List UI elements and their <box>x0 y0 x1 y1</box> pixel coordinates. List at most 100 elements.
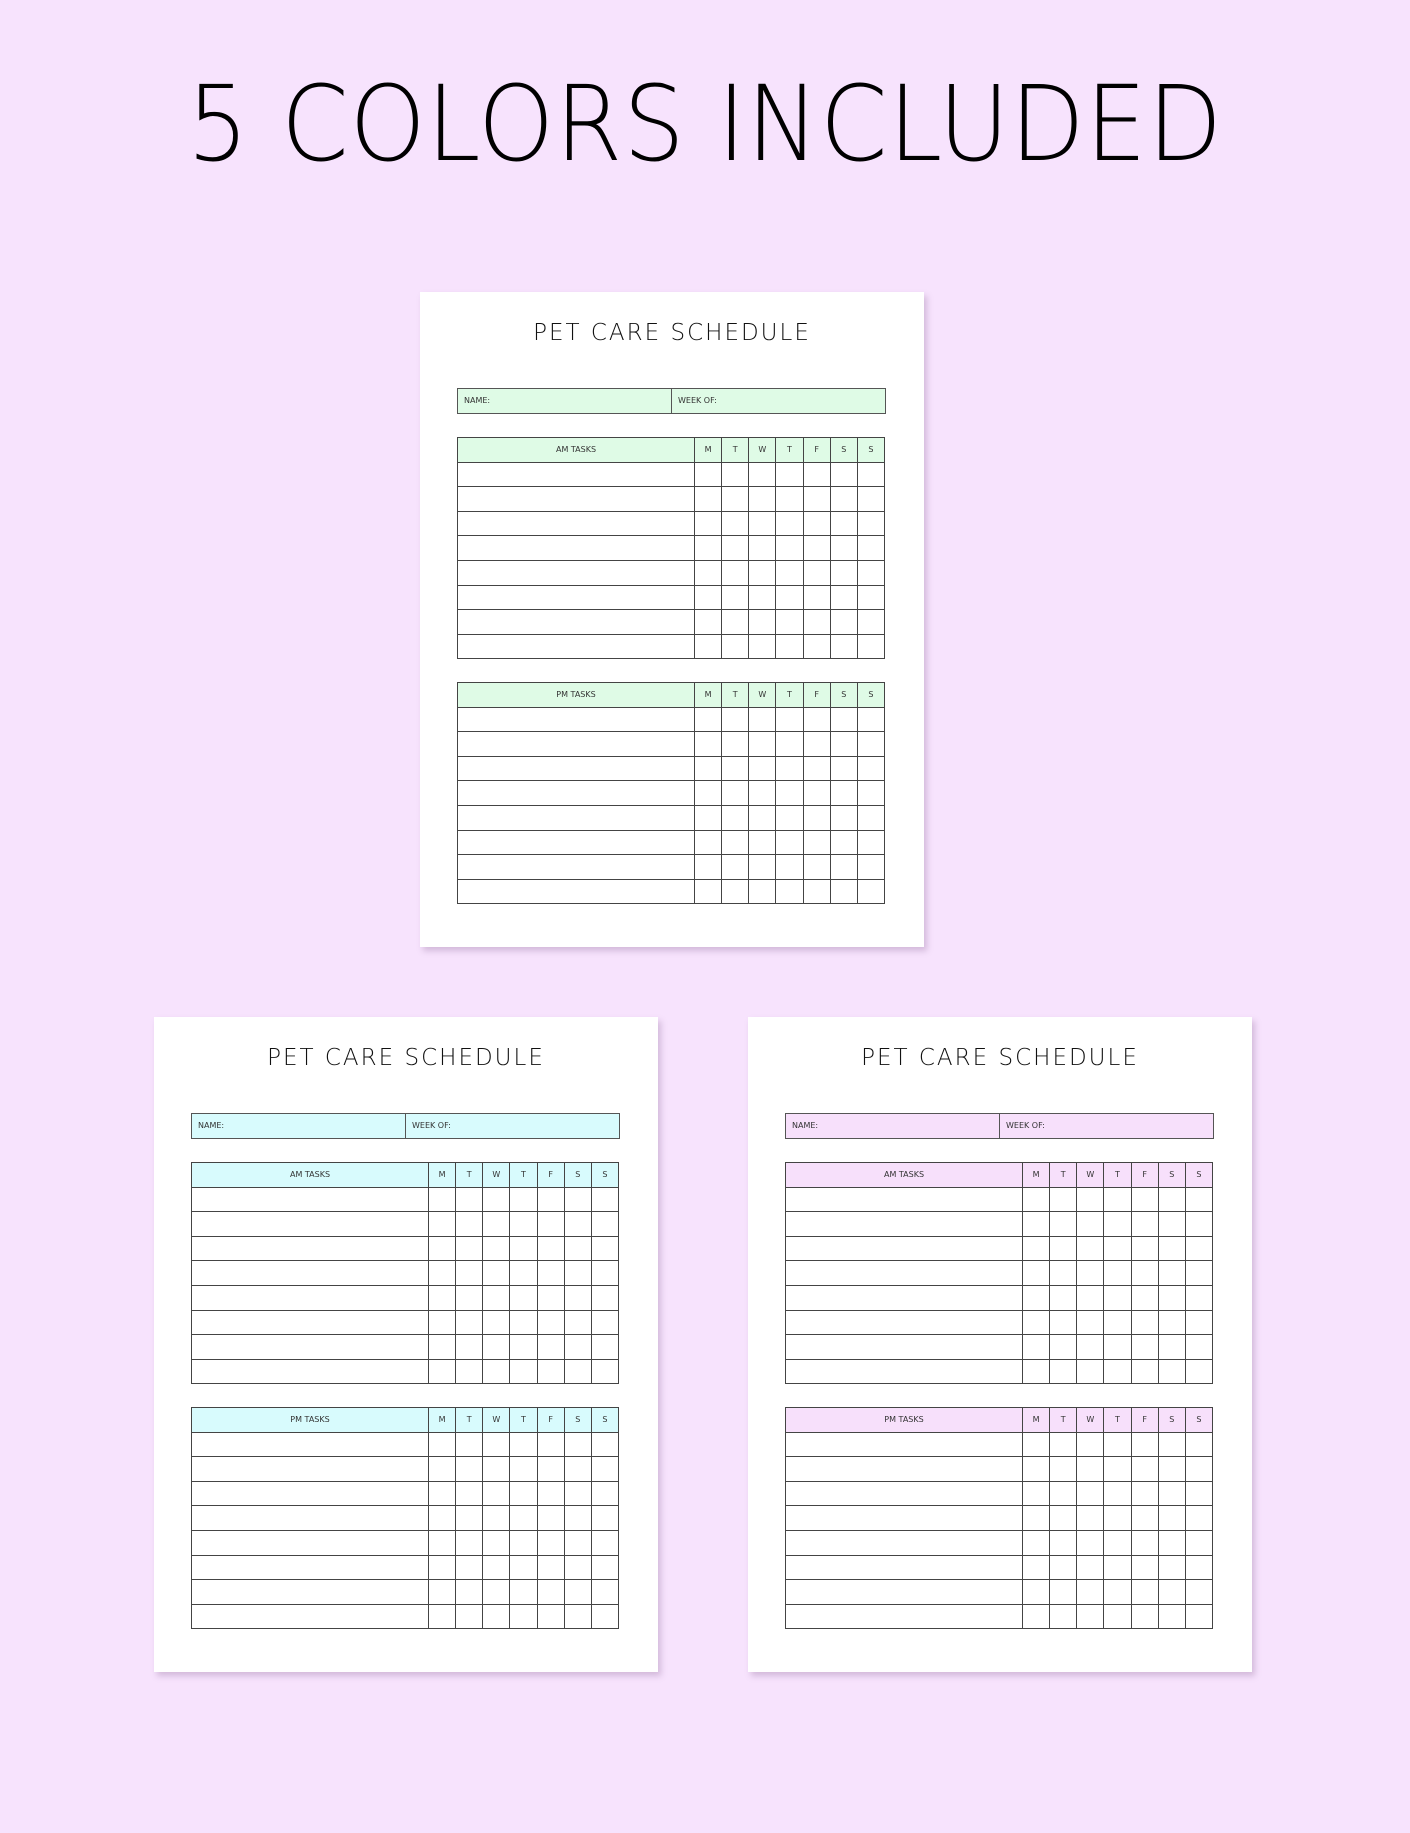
checkbox-cell[interactable] <box>482 1554 511 1581</box>
checkbox-cell[interactable] <box>693 878 723 905</box>
checkbox-cell[interactable] <box>1184 1211 1214 1237</box>
task-cell[interactable] <box>457 461 695 488</box>
checkbox-cell[interactable] <box>1157 1186 1186 1213</box>
checkbox-cell[interactable] <box>856 510 886 537</box>
checkbox-cell[interactable] <box>748 486 777 512</box>
name-field[interactable]: NAME: <box>792 1121 819 1130</box>
checkbox-cell[interactable] <box>1184 1284 1214 1311</box>
checkbox-cell[interactable] <box>721 780 750 806</box>
checkbox-cell[interactable] <box>1103 1431 1132 1458</box>
checkbox-cell[interactable] <box>721 486 750 512</box>
checkbox-cell[interactable] <box>802 804 831 831</box>
checkbox-cell[interactable] <box>1184 1554 1214 1581</box>
checkbox-cell[interactable] <box>509 1260 538 1286</box>
checkbox-cell[interactable] <box>509 1505 538 1531</box>
checkbox-cell[interactable] <box>1049 1284 1078 1311</box>
checkbox-cell[interactable] <box>1021 1431 1051 1458</box>
task-cell[interactable] <box>191 1211 429 1237</box>
checkbox-cell[interactable] <box>1130 1603 1159 1630</box>
checkbox-cell[interactable] <box>775 510 804 537</box>
checkbox-cell[interactable] <box>748 584 777 611</box>
checkbox-cell[interactable] <box>590 1431 620 1458</box>
checkbox-cell[interactable] <box>829 461 858 488</box>
checkbox-cell[interactable] <box>802 633 831 660</box>
checkbox-cell[interactable] <box>590 1505 620 1531</box>
checkbox-cell[interactable] <box>563 1431 592 1458</box>
checkbox-cell[interactable] <box>1076 1505 1105 1531</box>
task-cell[interactable] <box>191 1334 429 1360</box>
checkbox-cell[interactable] <box>693 780 723 806</box>
checkbox-cell[interactable] <box>802 461 831 488</box>
checkbox-cell[interactable] <box>1184 1431 1214 1458</box>
checkbox-cell[interactable] <box>1049 1529 1078 1556</box>
checkbox-cell[interactable] <box>693 633 723 660</box>
checkbox-cell[interactable] <box>748 609 777 635</box>
checkbox-cell[interactable] <box>455 1235 484 1262</box>
checkbox-cell[interactable] <box>509 1186 538 1213</box>
checkbox-cell[interactable] <box>455 1211 484 1237</box>
checkbox-cell[interactable] <box>693 731 723 757</box>
checkbox-cell[interactable] <box>455 1358 484 1385</box>
checkbox-cell[interactable] <box>1157 1579 1186 1605</box>
checkbox-cell[interactable] <box>427 1456 457 1482</box>
checkbox-cell[interactable] <box>1049 1186 1078 1213</box>
checkbox-cell[interactable] <box>1130 1579 1159 1605</box>
checkbox-cell[interactable] <box>563 1186 592 1213</box>
task-cell[interactable] <box>785 1235 1023 1262</box>
checkbox-cell[interactable] <box>748 878 777 905</box>
checkbox-cell[interactable] <box>482 1358 511 1385</box>
checkbox-cell[interactable] <box>590 1284 620 1311</box>
checkbox-cell[interactable] <box>455 1554 484 1581</box>
checkbox-cell[interactable] <box>563 1480 592 1507</box>
checkbox-cell[interactable] <box>536 1579 565 1605</box>
checkbox-cell[interactable] <box>856 829 886 856</box>
checkbox-cell[interactable] <box>1076 1431 1105 1458</box>
task-cell[interactable] <box>457 829 695 856</box>
checkbox-cell[interactable] <box>1157 1211 1186 1237</box>
checkbox-cell[interactable] <box>1076 1456 1105 1482</box>
checkbox-cell[interactable] <box>721 755 750 782</box>
checkbox-cell[interactable] <box>455 1334 484 1360</box>
checkbox-cell[interactable] <box>536 1456 565 1482</box>
checkbox-cell[interactable] <box>536 1554 565 1581</box>
checkbox-cell[interactable] <box>1076 1260 1105 1286</box>
checkbox-cell[interactable] <box>1049 1603 1078 1630</box>
task-cell[interactable] <box>785 1284 1023 1311</box>
checkbox-cell[interactable] <box>1076 1309 1105 1336</box>
checkbox-cell[interactable] <box>802 706 831 733</box>
checkbox-cell[interactable] <box>1021 1505 1051 1531</box>
task-cell[interactable] <box>191 1529 429 1556</box>
checkbox-cell[interactable] <box>1049 1431 1078 1458</box>
checkbox-cell[interactable] <box>748 535 777 561</box>
checkbox-cell[interactable] <box>1184 1309 1214 1336</box>
task-cell[interactable] <box>191 1260 429 1286</box>
checkbox-cell[interactable] <box>482 1579 511 1605</box>
checkbox-cell[interactable] <box>455 1456 484 1482</box>
task-cell[interactable] <box>191 1456 429 1482</box>
checkbox-cell[interactable] <box>1103 1505 1132 1531</box>
task-cell[interactable] <box>785 1603 1023 1630</box>
checkbox-cell[interactable] <box>802 755 831 782</box>
checkbox-cell[interactable] <box>1157 1456 1186 1482</box>
checkbox-cell[interactable] <box>563 1505 592 1531</box>
checkbox-cell[interactable] <box>721 633 750 660</box>
checkbox-cell[interactable] <box>455 1579 484 1605</box>
checkbox-cell[interactable] <box>1103 1186 1132 1213</box>
checkbox-cell[interactable] <box>1021 1284 1051 1311</box>
checkbox-cell[interactable] <box>1130 1554 1159 1581</box>
checkbox-cell[interactable] <box>1184 1260 1214 1286</box>
checkbox-cell[interactable] <box>775 780 804 806</box>
checkbox-cell[interactable] <box>1157 1309 1186 1336</box>
checkbox-cell[interactable] <box>1103 1260 1132 1286</box>
task-cell[interactable] <box>785 1260 1023 1286</box>
checkbox-cell[interactable] <box>427 1358 457 1385</box>
task-cell[interactable] <box>191 1431 429 1458</box>
checkbox-cell[interactable] <box>427 1554 457 1581</box>
checkbox-cell[interactable] <box>775 731 804 757</box>
checkbox-cell[interactable] <box>1184 1480 1214 1507</box>
checkbox-cell[interactable] <box>563 1309 592 1336</box>
checkbox-cell[interactable] <box>1049 1235 1078 1262</box>
checkbox-cell[interactable] <box>856 878 886 905</box>
checkbox-cell[interactable] <box>721 878 750 905</box>
checkbox-cell[interactable] <box>509 1309 538 1336</box>
